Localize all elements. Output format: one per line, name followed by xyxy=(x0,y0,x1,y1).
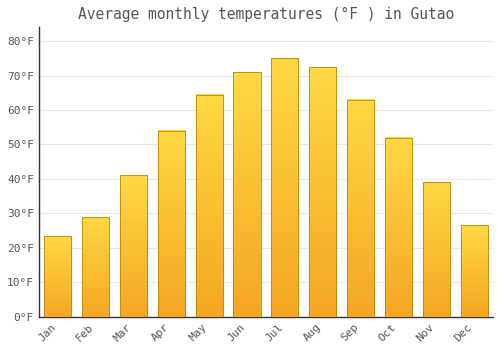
Bar xyxy=(44,236,72,317)
Title: Average monthly temperatures (°F ) in Gutao: Average monthly temperatures (°F ) in Gu… xyxy=(78,7,454,22)
Bar xyxy=(347,100,374,317)
Bar xyxy=(196,94,223,317)
Bar xyxy=(309,67,336,317)
Bar xyxy=(271,58,298,317)
Bar xyxy=(460,225,488,317)
Bar xyxy=(82,217,109,317)
Bar xyxy=(234,72,260,317)
Bar xyxy=(385,138,412,317)
Bar xyxy=(422,182,450,317)
Bar xyxy=(120,175,147,317)
Bar xyxy=(158,131,185,317)
